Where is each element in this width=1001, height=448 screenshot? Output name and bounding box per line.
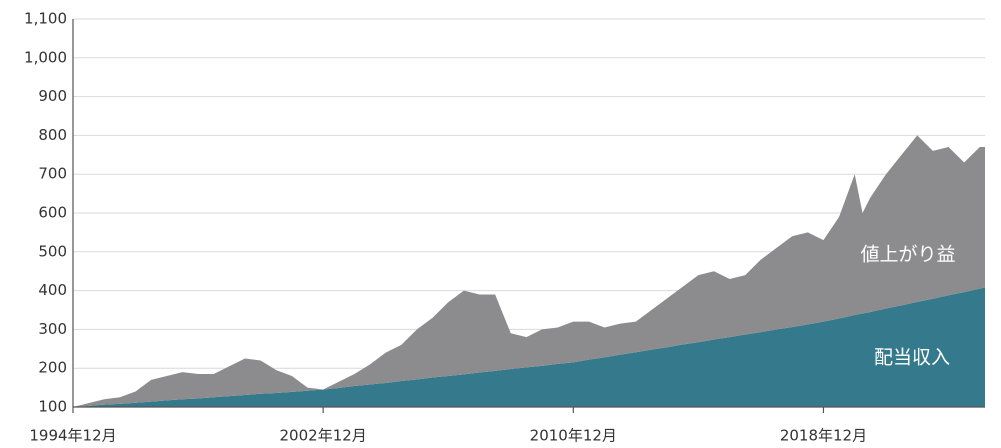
y-tick-label: 800	[38, 126, 67, 144]
y-tick-label: 400	[38, 281, 67, 299]
area	[73, 135, 985, 407]
y-tick-label: 1,000	[24, 48, 67, 66]
y-tick-label: 500	[38, 242, 67, 260]
area	[73, 287, 985, 407]
y-tick-label: 600	[38, 204, 67, 222]
y-tick-label: 100	[38, 398, 67, 416]
y-tick-label: 1,100	[24, 10, 67, 28]
y-tick-label: 200	[38, 359, 67, 377]
x-tick-label: 2002年12月	[280, 427, 367, 445]
series-label: 配当収入	[874, 347, 950, 369]
y-tick-label: 300	[38, 320, 67, 338]
x-tick-label: 1994年12月	[29, 427, 116, 445]
x-tick-label: 2010年12月	[530, 427, 617, 445]
y-tick-label: 900	[38, 87, 67, 105]
series-label: 値上がり益	[860, 244, 955, 266]
y-tick-label: 700	[38, 165, 67, 183]
x-tick-label: 2018年12月	[780, 427, 867, 445]
